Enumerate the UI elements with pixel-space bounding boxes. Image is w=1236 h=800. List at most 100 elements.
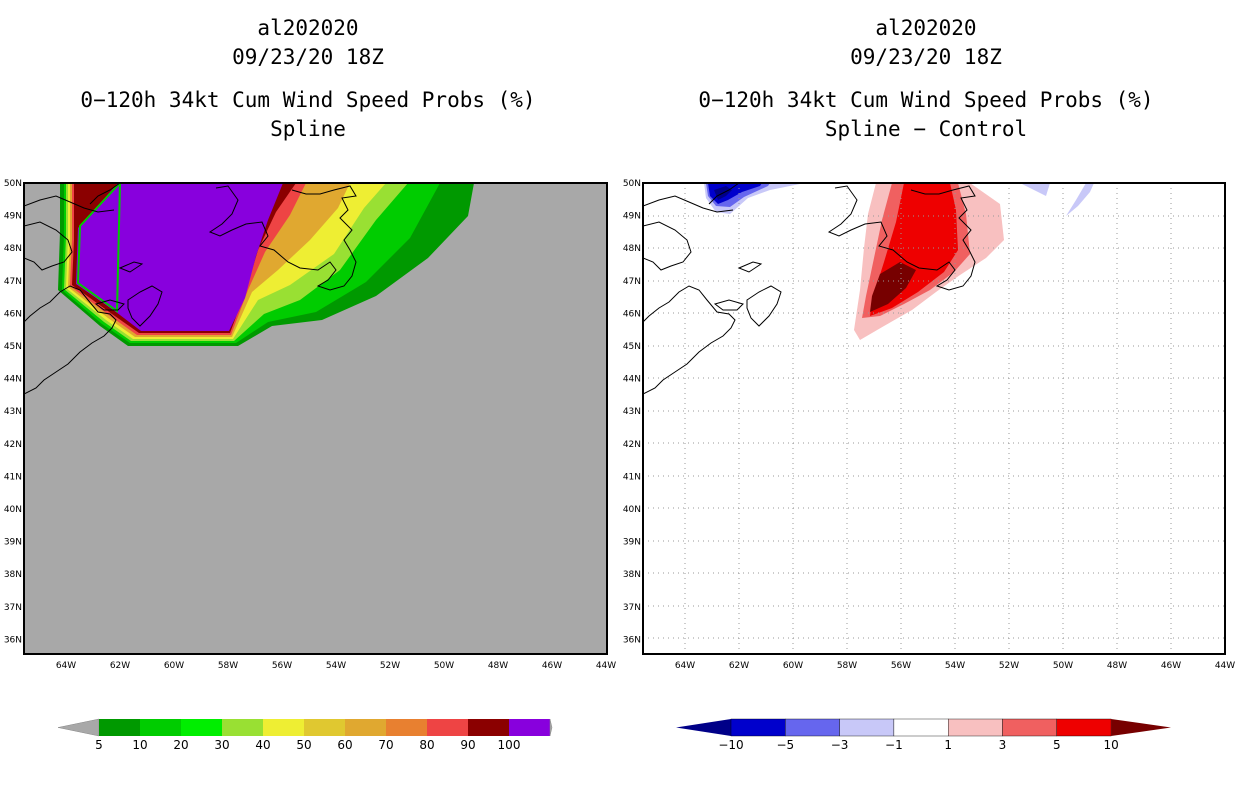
right-colorbar-swatch — [730, 718, 786, 737]
right-lon-label: 60W — [783, 661, 803, 671]
left-colorbar-label: 100 — [498, 738, 521, 752]
left-lat-label: 37N — [4, 603, 22, 613]
left-colorbar-swatch — [304, 719, 345, 736]
right-coast-cape-breton — [746, 285, 782, 327]
right-lat-label: 47N — [623, 277, 641, 287]
left-colorbar-swatch — [181, 719, 222, 736]
left-colorbar: 5 10 20 30 40 50 60 70 80 90 100 — [57, 718, 553, 752]
left-coast-gulf-north — [24, 195, 115, 213]
right-lat-label: 40N — [623, 505, 641, 515]
left-lat-label: 45N — [4, 342, 22, 352]
right-lat-label: 43N — [623, 407, 641, 417]
right-lon-label: 52W — [999, 661, 1019, 671]
right-map — [642, 182, 1226, 655]
right-colorbar-label: 3 — [999, 738, 1007, 752]
left-coast-pei — [94, 299, 125, 311]
left-lat-label: 39N — [4, 538, 22, 548]
right-coast-pei — [713, 299, 744, 311]
left-lon-label: 54W — [326, 661, 346, 671]
left-lat-label: 47N — [4, 277, 22, 287]
left-colorbar-swatch — [427, 719, 468, 736]
left-lat-label: 44N — [4, 375, 22, 385]
left-lat-label: 46N — [4, 309, 22, 319]
right-coast-newfoundland — [827, 185, 976, 291]
right-lat-label: 37N — [623, 603, 641, 613]
left-colorbar-swatch — [386, 719, 427, 736]
right-colorbar-swatch — [839, 718, 895, 737]
left-lat-label: 41N — [4, 472, 22, 482]
left-lat-label: 36N — [4, 635, 22, 645]
left-lon-label: 64W — [56, 661, 76, 671]
right-colorbar-low-arrow — [676, 719, 731, 736]
right-lon-label: 54W — [945, 661, 965, 671]
left-colorbar-label: 80 — [419, 738, 434, 752]
left-colorbar-swatch — [468, 719, 509, 736]
right-lon-label: 46W — [1161, 661, 1181, 671]
right-lat-label: 44N — [623, 375, 641, 385]
left-lat-label: 38N — [4, 570, 22, 580]
left-lon-label: 48W — [488, 661, 508, 671]
left-map — [23, 182, 608, 655]
left-lat-label: 42N — [4, 440, 22, 450]
right-colorbar-label: 1 — [944, 738, 952, 752]
right-lon-label: 62W — [729, 661, 749, 671]
left-lat-label: 40N — [4, 505, 22, 515]
left-colorbar-swatch — [509, 719, 550, 736]
left-lon-label: 52W — [380, 661, 400, 671]
right-colorbar-swatch — [948, 718, 1003, 737]
right-coast-mainland — [643, 285, 736, 395]
left-lat-label: 49N — [4, 212, 22, 222]
left-colorbar-label: 30 — [214, 738, 229, 752]
right-lat-label: 48N — [623, 244, 641, 254]
left-colorbar-swatch — [222, 719, 263, 736]
left-coast-gaspe — [24, 221, 73, 271]
right-lon-label: 44W — [1215, 661, 1235, 671]
left-coastlines — [24, 183, 357, 395]
right-map-frame — [642, 182, 1226, 655]
left-colorbar-swatch — [140, 719, 181, 736]
right-colorbar-label: 10 — [1103, 738, 1118, 752]
left-probability-field — [58, 183, 474, 346]
left-colorbar-label: 40 — [255, 738, 270, 752]
left-lat-label: 43N — [4, 407, 22, 417]
left-colorbar-label: 60 — [337, 738, 352, 752]
axis-labels: 50N 49N 48N 47N 46N 45N 44N 43N 42N 41N 40N 39N 38N 3… — [4, 179, 1235, 671]
left-lat-label: 48N — [4, 244, 22, 254]
right-coast-anticosti — [737, 261, 763, 273]
right-lat-label: 49N — [623, 212, 641, 222]
left-storm-id: al202020 — [257, 16, 359, 40]
right-lon-label: 58W — [837, 661, 857, 671]
left-colorbar-label: 20 — [173, 738, 188, 752]
right-colorbar-high-arrow — [1111, 719, 1171, 736]
right-colorbar-swatch — [1056, 718, 1112, 737]
left-colorbar-label: 90 — [460, 738, 475, 752]
left-lon-label: 56W — [272, 661, 292, 671]
right-lon-label: 56W — [891, 661, 911, 671]
left-lat-label: 50N — [4, 179, 22, 189]
right-lat-label: 46N — [623, 309, 641, 319]
right-lat-label: 39N — [623, 538, 641, 548]
left-coast-labrador — [89, 183, 121, 205]
left-map-frame — [23, 182, 608, 655]
right-coast-gaspe — [643, 221, 692, 271]
right-colorbar-label: −10 — [718, 738, 743, 752]
right-lat-label: 41N — [623, 472, 641, 482]
right-subtitle: Spline − Control — [824, 117, 1028, 141]
right-lon-label: 50W — [1053, 661, 1073, 671]
right-colorbar-label: −1 — [885, 738, 903, 752]
right-colorbar-swatch — [785, 718, 840, 737]
right-colorbar-swatch — [893, 718, 949, 737]
left-colorbar-label: 5 — [95, 738, 103, 752]
left-lon-label: 44W — [596, 661, 616, 671]
right-lon-label: 64W — [675, 661, 695, 671]
left-lon-label: 60W — [164, 661, 184, 671]
diff-neg-1-right-b — [1066, 183, 1094, 216]
right-datetime: 09/23/20 18Z — [850, 45, 1002, 69]
left-coast-cape-breton — [127, 285, 163, 327]
right-colorbar-label: 5 — [1053, 738, 1061, 752]
right-colorbar-label: −5 — [776, 738, 794, 752]
left-datetime: 09/23/20 18Z — [232, 45, 384, 69]
left-colorbar-swatch — [345, 719, 386, 736]
left-colorbar-swatch — [99, 719, 140, 736]
left-coast-newfoundland — [208, 185, 357, 291]
